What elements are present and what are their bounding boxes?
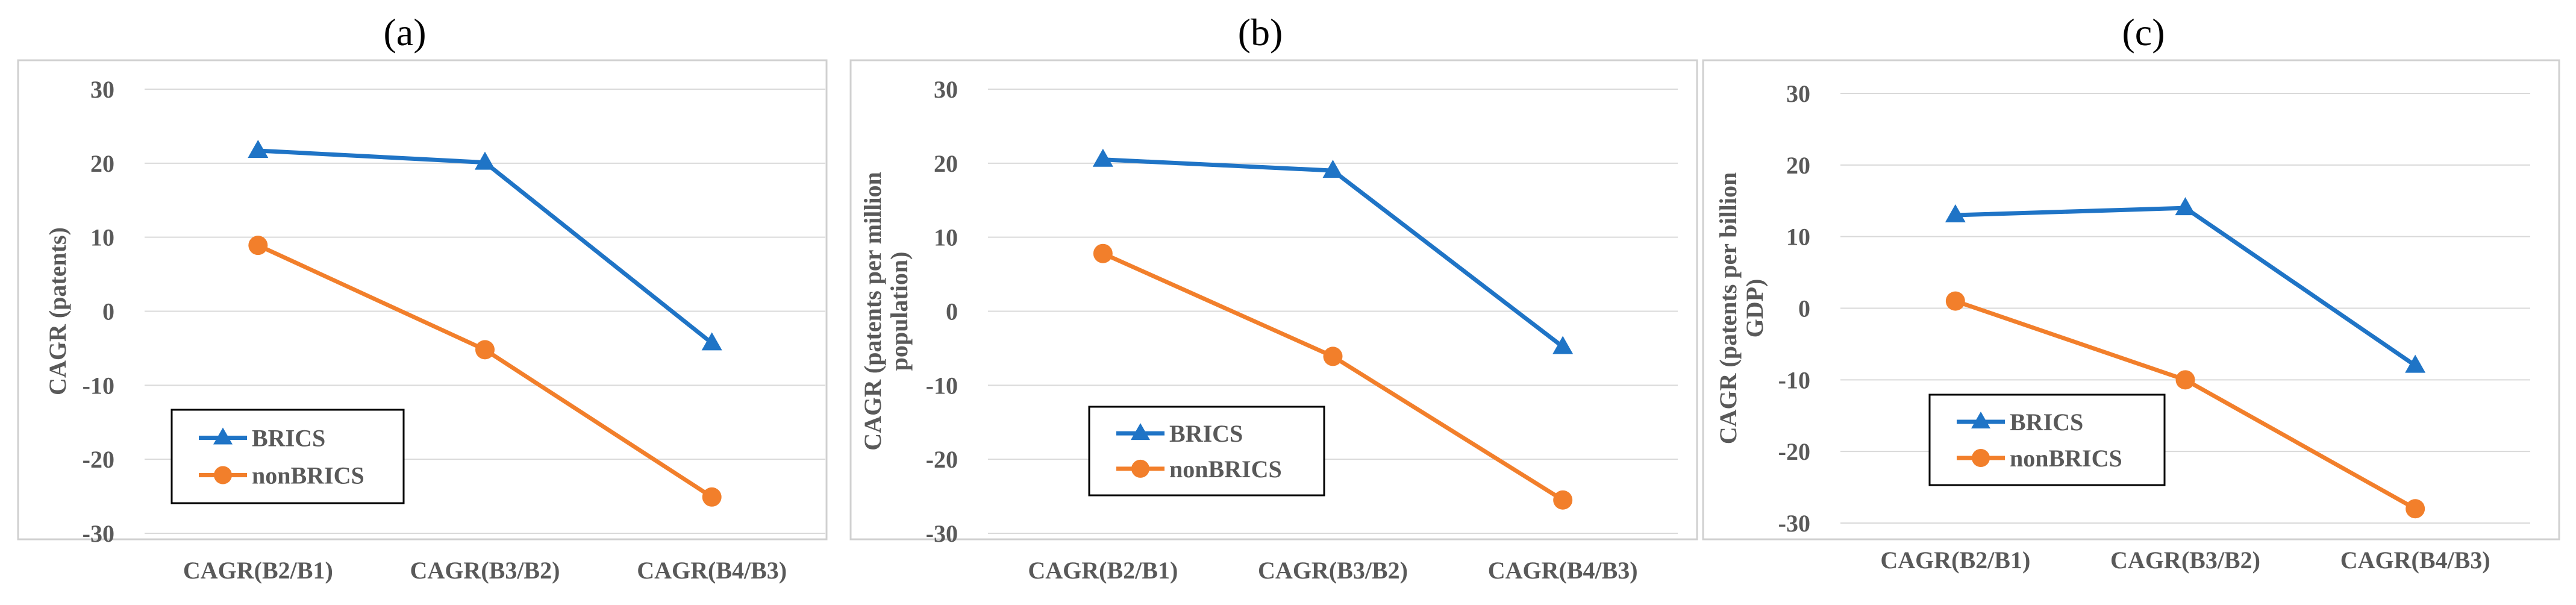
y-tick-label: -20 [83, 446, 114, 473]
data-point-BRICS [248, 139, 269, 158]
legend: BRICS nonBRICS [1928, 393, 2166, 486]
data-point-nonBRICS [1093, 243, 1113, 263]
y-tick-label: 30 [1786, 80, 1810, 107]
x-tick-label: CAGR(B3/B2) [1258, 557, 1408, 584]
legend-marker [1971, 412, 1990, 428]
y-tick-label: 20 [1786, 152, 1810, 179]
legend-box [1088, 406, 1325, 497]
data-point-nonBRICS [702, 487, 722, 507]
data-point-nonBRICS [248, 236, 268, 255]
y-axis-label: CAGR (patents per million population) [859, 172, 913, 451]
legend-marker [1131, 423, 1150, 440]
y-tick-label: -30 [926, 520, 958, 547]
legend-marker [1972, 449, 1990, 467]
data-point-BRICS [1092, 148, 1113, 167]
panel-label: (a) [383, 11, 426, 54]
x-tick-label: CAGR(B4/B3) [637, 557, 787, 584]
legend-label: BRICS [2010, 409, 2083, 436]
y-tick-label: -10 [1778, 366, 1810, 393]
x-tick-label: CAGR(B2/B1) [1028, 557, 1178, 584]
legend-marker [214, 466, 232, 484]
legend-label: nonBRICS [2010, 445, 2122, 472]
legend-label: nonBRICS [1169, 456, 1282, 483]
legend: BRICS nonBRICS [1088, 406, 1325, 497]
legend: BRICS nonBRICS [170, 409, 405, 504]
data-point-BRICS [2175, 197, 2196, 216]
y-axis-label-line: CAGR (patents per million [859, 172, 886, 451]
x-tick-label: CAGR(B2/B1) [183, 557, 333, 584]
y-axis-label-line: CAGR (patents per billion [1715, 172, 1742, 445]
legend-label: BRICS [1169, 420, 1243, 447]
chart-panel-1: (a) -30 -20 -10 0 10 20 30 CAGR(B2/B1) CAGR(B3/B2… [17, 11, 828, 584]
data-point-BRICS [701, 332, 722, 351]
data-point-nonBRICS [1945, 291, 1965, 311]
panel-frame [17, 59, 828, 541]
y-tick-label: 0 [1798, 295, 1810, 322]
legend-label: BRICS [252, 425, 325, 452]
data-point-BRICS [1322, 160, 1343, 178]
y-axis-label-line: GDP) [1741, 279, 1768, 338]
data-point-nonBRICS [2406, 499, 2425, 519]
chart-panel-2: (b) -30 -20 -10 0 10 20 30 CAGR(B2/B1) CAGR(B3/B2… [849, 11, 1698, 584]
legend-box [1928, 393, 2166, 486]
panel-label: (b) [1238, 11, 1283, 54]
y-axis-label: CAGR (patents per billion GDP) [1715, 172, 1768, 445]
y-tick-label: 0 [946, 298, 958, 325]
x-tick-label: CAGR(B4/B3) [2340, 547, 2490, 574]
y-tick-label: 30 [934, 76, 958, 103]
y-tick-label: -20 [926, 446, 958, 473]
legend-marker [213, 427, 233, 445]
y-tick-label: 0 [102, 298, 114, 325]
x-tick-label: CAGR(B3/B2) [410, 557, 560, 584]
data-point-nonBRICS [1323, 346, 1343, 366]
data-point-nonBRICS [2175, 370, 2195, 390]
legend-box [170, 409, 405, 504]
chart-panel-3: (c) -30 -20 -10 0 10 20 30 CAGR(B2/B1) CAGR(B3/B2… [1702, 11, 2560, 574]
x-tick-label: CAGR(B2/B1) [1880, 547, 2030, 574]
data-point-BRICS [475, 151, 495, 170]
legend-marker [1131, 459, 1149, 478]
panel-label: (c) [2122, 11, 2165, 54]
x-tick-label: CAGR(B4/B3) [1488, 557, 1638, 584]
y-tick-label: -30 [1778, 510, 1810, 537]
y-tick-label: -30 [83, 520, 114, 547]
y-tick-label: -10 [926, 372, 958, 399]
data-point-nonBRICS [475, 340, 495, 360]
y-tick-label: -10 [83, 372, 114, 399]
y-tick-label: 10 [1786, 224, 1810, 251]
y-tick-label: 10 [934, 224, 958, 251]
data-point-BRICS [2405, 354, 2426, 373]
x-tick-label: CAGR(B3/B2) [2110, 547, 2260, 574]
y-tick-label: 20 [90, 150, 114, 177]
y-tick-label: 20 [934, 150, 958, 177]
y-tick-label: 30 [90, 76, 114, 103]
y-tick-label: -20 [1778, 438, 1810, 465]
legend-label: nonBRICS [252, 462, 364, 489]
y-tick-label: 10 [90, 224, 114, 251]
data-point-BRICS [1552, 336, 1574, 354]
y-axis-label-line: population) [886, 252, 913, 371]
y-axis-label: CAGR (patents) [44, 227, 71, 395]
data-point-BRICS [1945, 204, 1966, 223]
y-axis-label-line: CAGR (patents) [44, 227, 71, 395]
data-point-nonBRICS [1553, 490, 1573, 510]
